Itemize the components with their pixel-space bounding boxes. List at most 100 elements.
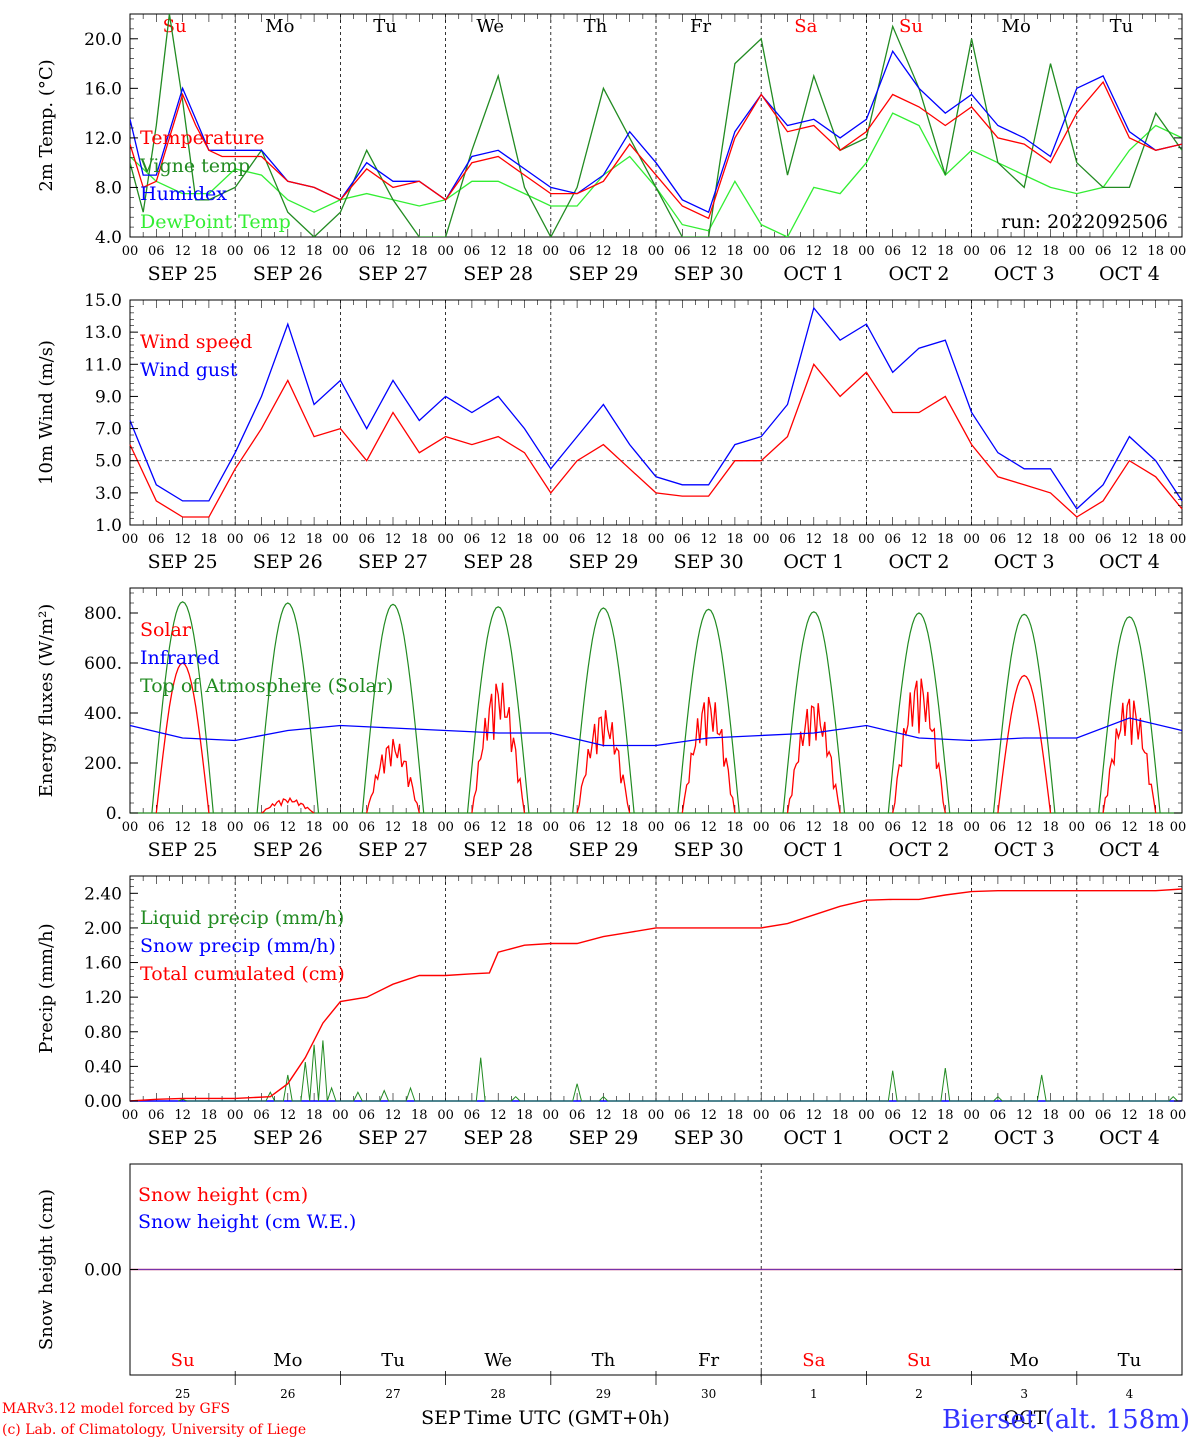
y-axis-title: Energy fluxes (W/m²) xyxy=(36,604,57,798)
x-date-label: OCT 1 xyxy=(783,263,844,285)
x-hour-label: 06 xyxy=(148,532,165,547)
credit-line-1: MARv3.12 model forced by GFS xyxy=(2,1401,230,1417)
x-hour-label: 12 xyxy=(280,244,297,259)
y-tick-label: 4.0 xyxy=(95,228,122,248)
x-hour-label: 00 xyxy=(648,244,665,259)
day-number-label: 28 xyxy=(491,1387,506,1401)
x-hour-label: 06 xyxy=(148,1108,165,1123)
x-date-label: SEP 26 xyxy=(253,263,323,285)
weekday-label: We xyxy=(484,1350,512,1371)
run-label: run: 2022092506 xyxy=(1001,211,1168,233)
x-hour-label: 00 xyxy=(648,820,665,835)
x-hour-label: 12 xyxy=(1121,1108,1138,1123)
x-hour-label: 18 xyxy=(411,820,428,835)
x-hour-label: 12 xyxy=(1121,820,1138,835)
station-label: Bierset (alt. 158m) xyxy=(942,1405,1190,1435)
x-hour-label: 00 xyxy=(437,244,454,259)
legend-label: Snow height (cm) xyxy=(138,1184,308,1206)
weekday-label: We xyxy=(476,16,504,37)
x-date-label: OCT 2 xyxy=(889,551,950,573)
weekday-label: Mo xyxy=(265,16,294,37)
x-date-label: SEP 27 xyxy=(358,263,428,285)
day-number-label: 27 xyxy=(385,1387,400,1401)
x-hour-label: 12 xyxy=(490,820,507,835)
month-label-right: OCT xyxy=(1004,1407,1047,1429)
x-hour-label: 06 xyxy=(1095,820,1112,835)
x-hour-label: 18 xyxy=(1042,1108,1059,1123)
series-line-2 xyxy=(130,49,1182,214)
weekday-label: Tu xyxy=(1110,16,1134,37)
x-hour-label: 18 xyxy=(201,244,218,259)
x-hour-label: 12 xyxy=(1121,244,1138,259)
solar-curve xyxy=(366,738,420,814)
x-date-label: OCT 1 xyxy=(783,839,844,861)
x-hour-label: 18 xyxy=(516,1108,533,1123)
toa-arc xyxy=(361,603,425,814)
y-tick-label: 0.80 xyxy=(84,1023,122,1043)
weekday-label: Th xyxy=(584,16,608,37)
x-hour-label: 12 xyxy=(490,244,507,259)
x-date-label: SEP 25 xyxy=(148,839,218,861)
x-hour-label: 06 xyxy=(779,532,796,547)
solar-curve xyxy=(997,674,1052,814)
x-hour-label: 18 xyxy=(937,532,954,547)
x-hour-label: 00 xyxy=(963,532,980,547)
x-hour-label: 06 xyxy=(464,1108,481,1123)
x-hour-label: 00 xyxy=(858,532,875,547)
x-hour-label: 00 xyxy=(332,532,349,547)
x-hour-label: 00 xyxy=(753,820,770,835)
x-hour-label: 06 xyxy=(253,1108,270,1123)
y-tick-label: 16.0 xyxy=(84,79,122,99)
x-date-label: OCT 3 xyxy=(994,1127,1055,1149)
x-date-label: OCT 4 xyxy=(1099,1127,1160,1149)
solar-curve xyxy=(1102,698,1157,814)
series-line-1 xyxy=(130,14,1182,237)
x-date-label: SEP 26 xyxy=(253,839,323,861)
y-tick-label: 0. xyxy=(106,804,122,824)
x-hour-label: 06 xyxy=(990,532,1007,547)
x-hour-label: 18 xyxy=(306,532,323,547)
solar-curve xyxy=(786,703,841,814)
x-hour-label: 00 xyxy=(122,532,139,547)
x-hour-label: 06 xyxy=(253,820,270,835)
weekday-label: Su xyxy=(171,1350,195,1371)
x-hour-label: 12 xyxy=(911,1108,928,1123)
day-number-label: 26 xyxy=(280,1387,295,1401)
day-number-label: 2 xyxy=(915,1387,923,1401)
legend-label: Infrared xyxy=(140,647,220,669)
y-tick-label: 15.0 xyxy=(84,291,122,311)
panel-frame-1 xyxy=(129,299,1183,526)
x-hour-label: 06 xyxy=(569,532,586,547)
weekday-label: Fr xyxy=(698,1350,719,1371)
x-date-label: OCT 2 xyxy=(889,263,950,285)
x-hour-label: 18 xyxy=(201,1108,218,1123)
x-hour-label: 18 xyxy=(306,820,323,835)
y-tick-label: 0.00 xyxy=(84,1261,122,1281)
x-hour-label: 18 xyxy=(1147,1108,1164,1123)
x-hour-label: 06 xyxy=(1095,244,1112,259)
x-hour-label: 12 xyxy=(174,820,191,835)
hour-ticks-2 xyxy=(129,588,1183,813)
credit-line-2: (c) Lab. of Climatology, University of L… xyxy=(2,1422,306,1438)
temperature-series xyxy=(130,14,1182,237)
x-hour-label: 06 xyxy=(148,244,165,259)
x-hour-label: 12 xyxy=(174,244,191,259)
infrared-line xyxy=(129,717,1183,747)
x-hour-label: 12 xyxy=(385,532,402,547)
toa-arc xyxy=(782,611,846,814)
x-hour-label: 00 xyxy=(963,1108,980,1123)
x-hour-label: 06 xyxy=(148,820,165,835)
x-hour-label: 00 xyxy=(122,1108,139,1123)
x-date-label: SEP 27 xyxy=(358,551,428,573)
x-hour-label: 18 xyxy=(621,820,638,835)
x-hour-label: 06 xyxy=(569,1108,586,1123)
x-hour-label: 18 xyxy=(937,244,954,259)
legend-label: Total cumulated (cm) xyxy=(140,963,345,985)
x-date-label: SEP 25 xyxy=(148,1127,218,1149)
x-hour-label: 18 xyxy=(201,820,218,835)
x-date-label: SEP 30 xyxy=(674,1127,744,1149)
x-hour-label: 00 xyxy=(1069,820,1086,835)
x-hour-label: 18 xyxy=(516,244,533,259)
x-hour-label: 18 xyxy=(1042,532,1059,547)
y-tick-label: 12.0 xyxy=(84,129,122,149)
